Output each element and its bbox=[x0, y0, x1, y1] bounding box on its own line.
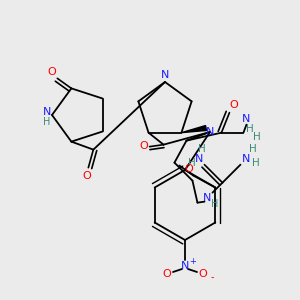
Text: H: H bbox=[188, 158, 195, 168]
Text: O: O bbox=[82, 171, 91, 181]
Text: H: H bbox=[246, 124, 253, 134]
Text: N: N bbox=[242, 154, 250, 164]
Text: N: N bbox=[161, 70, 169, 80]
Text: O: O bbox=[199, 269, 207, 279]
Text: O: O bbox=[184, 164, 193, 173]
Text: O: O bbox=[139, 141, 148, 151]
Text: H: H bbox=[198, 144, 205, 154]
Text: O: O bbox=[163, 269, 171, 279]
Text: H: H bbox=[249, 144, 256, 154]
Text: -: - bbox=[210, 272, 214, 282]
Text: N: N bbox=[195, 154, 204, 164]
Text: +: + bbox=[190, 257, 196, 266]
Text: N: N bbox=[206, 127, 214, 137]
Polygon shape bbox=[182, 125, 206, 133]
Text: H: H bbox=[253, 132, 260, 142]
Text: N: N bbox=[181, 261, 189, 271]
Text: H: H bbox=[43, 117, 51, 127]
Text: O: O bbox=[47, 68, 56, 77]
Text: O: O bbox=[229, 100, 238, 110]
Text: H: H bbox=[211, 199, 218, 209]
Text: N: N bbox=[43, 107, 51, 117]
Text: H: H bbox=[252, 158, 259, 168]
Text: N: N bbox=[242, 114, 250, 124]
Text: N: N bbox=[203, 193, 211, 203]
